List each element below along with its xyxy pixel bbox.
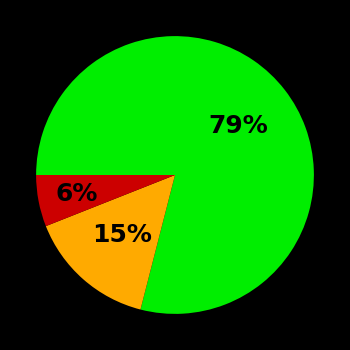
Wedge shape	[46, 175, 175, 309]
Wedge shape	[36, 36, 314, 314]
Text: 6%: 6%	[56, 182, 98, 206]
Text: 79%: 79%	[209, 114, 268, 138]
Wedge shape	[36, 175, 175, 226]
Text: 15%: 15%	[92, 223, 152, 247]
